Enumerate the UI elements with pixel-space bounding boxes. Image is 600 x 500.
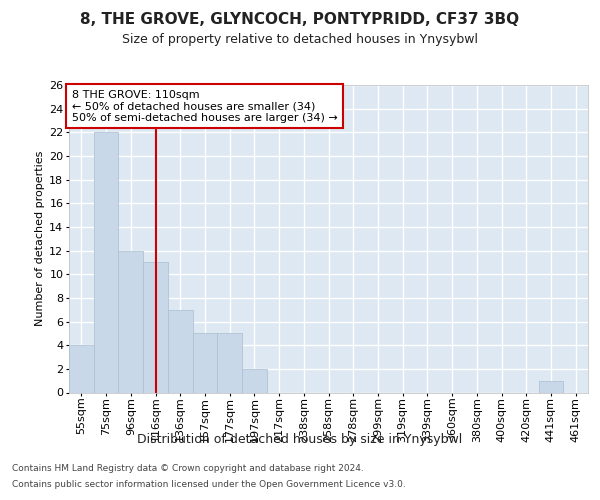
- Bar: [69, 345, 94, 393]
- Text: Distribution of detached houses by size in Ynysybwl: Distribution of detached houses by size …: [137, 432, 463, 446]
- Text: Size of property relative to detached houses in Ynysybwl: Size of property relative to detached ho…: [122, 32, 478, 46]
- Bar: [94, 132, 118, 392]
- Text: 8, THE GROVE, GLYNCOCH, PONTYPRIDD, CF37 3BQ: 8, THE GROVE, GLYNCOCH, PONTYPRIDD, CF37…: [80, 12, 520, 28]
- Bar: [143, 262, 168, 392]
- Bar: [242, 369, 267, 392]
- Y-axis label: Number of detached properties: Number of detached properties: [35, 151, 45, 326]
- Text: Contains HM Land Registry data © Crown copyright and database right 2024.: Contains HM Land Registry data © Crown c…: [12, 464, 364, 473]
- Bar: [539, 380, 563, 392]
- Text: 8 THE GROVE: 110sqm
← 50% of detached houses are smaller (34)
50% of semi-detach: 8 THE GROVE: 110sqm ← 50% of detached ho…: [71, 90, 337, 123]
- Bar: [118, 250, 143, 392]
- Bar: [217, 334, 242, 392]
- Text: Contains public sector information licensed under the Open Government Licence v3: Contains public sector information licen…: [12, 480, 406, 489]
- Bar: [193, 334, 217, 392]
- Bar: [168, 310, 193, 392]
